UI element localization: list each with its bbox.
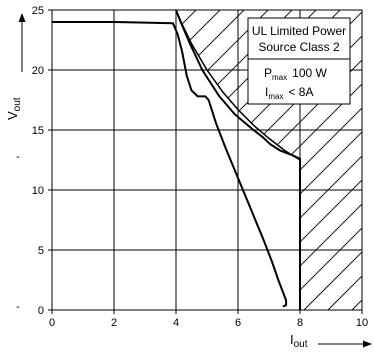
annotation-box: UL Limited Power Source Class 2 Pmax 100 …	[247, 17, 351, 105]
tick-layer: 0 2 4 6 8 10 0 5 10 15 20 25	[32, 5, 368, 329]
y-tick-label-4: 20	[32, 65, 44, 77]
y-tick-label-3: 15	[32, 125, 44, 137]
hatch-line	[176, 10, 293, 310]
x-axis-label-main: I	[290, 332, 294, 347]
pmax-sub: max	[272, 73, 287, 82]
x-tick-label-0: 0	[49, 317, 55, 329]
y-tick-label-2: 10	[32, 185, 44, 197]
hatch-line	[176, 10, 221, 310]
x-tick-label-1: 2	[111, 317, 117, 329]
y-axis-label-sub: out	[12, 97, 23, 111]
y-tick-label-1: 5	[38, 245, 44, 257]
hatch-line	[303, 10, 362, 310]
annotation-box-frame	[247, 17, 351, 105]
x-tick-label-2: 4	[173, 317, 179, 329]
hatch-line	[176, 10, 245, 310]
annotation-title-line2: Source Class 2	[258, 40, 340, 54]
y-tick-label-5: 25	[32, 5, 44, 17]
y-axis-label: Vout	[5, 97, 23, 120]
series-line-2	[175, 10, 301, 310]
y-axis-arrow-head	[18, 13, 26, 22]
hatch-line	[176, 10, 197, 310]
plot-frame	[51, 9, 363, 311]
annotation-pmax: Pmax 100 W	[264, 66, 327, 82]
hatch-line	[176, 10, 269, 310]
hatch-line	[0, 10, 76, 310]
hatch-line	[255, 10, 362, 310]
stray-mark-1: -	[16, 151, 20, 163]
y-axis-label-main: V	[5, 111, 20, 120]
x-axis-arrow-head	[363, 340, 372, 348]
annotation-imax: Imax < 8A	[265, 85, 314, 101]
hatch-line	[0, 10, 52, 310]
pmax-value: 100 W	[292, 66, 327, 80]
x-tick-label-3: 6	[235, 317, 241, 329]
x-tick-label-4: 8	[297, 317, 303, 329]
hatch-line	[351, 10, 362, 310]
imax-symbol: I	[265, 85, 268, 99]
imax-sub: max	[268, 92, 283, 101]
x-axis-label-sub: out	[294, 339, 308, 350]
y-tick-label-0: 0	[38, 305, 44, 317]
hatch-line	[279, 10, 362, 310]
stray-mark-2: -	[16, 301, 20, 313]
hatch-line	[0, 10, 100, 310]
series-line-1	[52, 21, 288, 308]
series-layer	[52, 10, 301, 310]
annotation-title-line1: UL Limited Power	[252, 24, 346, 38]
x-axis-label: Iout	[290, 332, 308, 350]
imax-value: < 8A	[288, 85, 313, 99]
hatch-line	[0, 10, 172, 310]
pmax-symbol: P	[264, 66, 272, 80]
x-tick-label-5: 10	[356, 317, 368, 329]
